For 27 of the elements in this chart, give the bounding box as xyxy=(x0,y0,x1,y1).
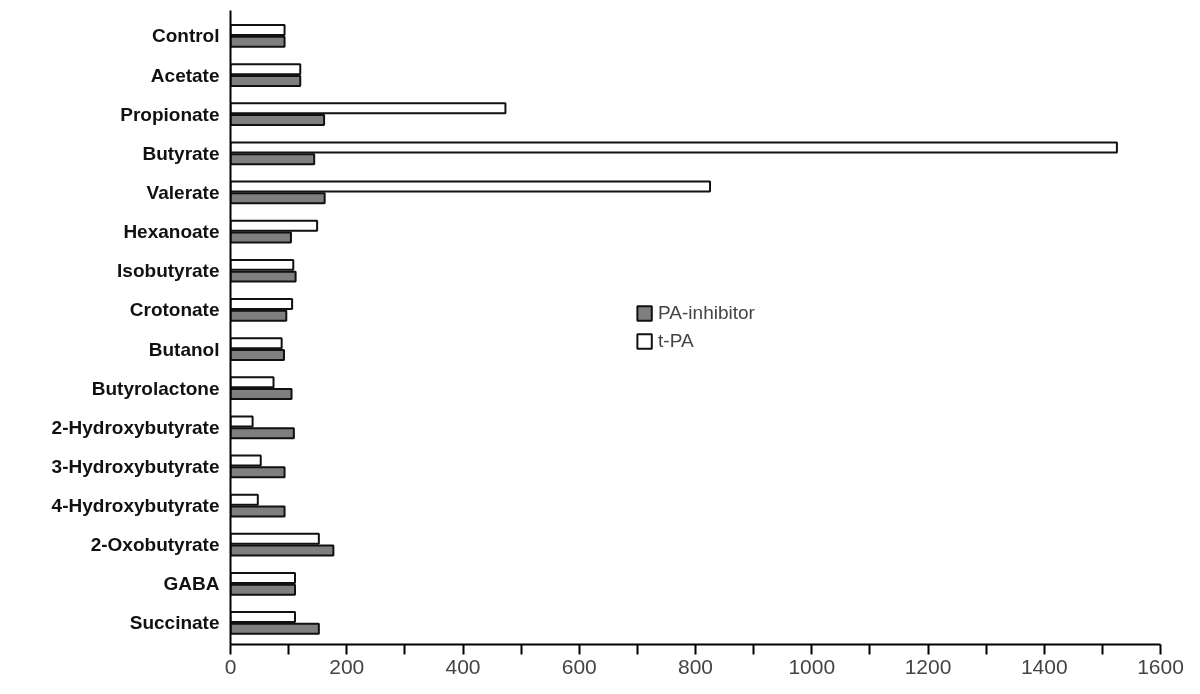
x-tick-label: 800 xyxy=(677,654,714,678)
y-tick-label: Succinate xyxy=(129,612,220,634)
y-tick-label: 2-Hydroxybutyrate xyxy=(51,416,220,438)
y-tick-label: Acetate xyxy=(150,64,220,86)
y-tick-label: 2-Oxobutyrate xyxy=(90,534,220,556)
y-tick-label: Control xyxy=(151,25,220,47)
x-tick-label: 0 xyxy=(224,654,237,678)
x-tick-label: 600 xyxy=(561,654,597,678)
x-tick-label: 1600 xyxy=(1137,654,1184,678)
y-tick-label: GABA xyxy=(163,573,220,595)
y-tick-label: Butanol xyxy=(148,338,220,360)
y-tick-label: Valerate xyxy=(146,181,220,203)
y-tick-label: Crotonate xyxy=(129,299,220,321)
legend-label: t-PA xyxy=(658,330,694,352)
x-tick-label: 1000 xyxy=(788,654,836,678)
y-tick-label: 3-Hydroxybutyrate xyxy=(51,455,220,477)
x-tick-label: 1200 xyxy=(904,654,952,678)
legend-label: PA-inhibitor xyxy=(658,302,755,324)
x-tick-label: 200 xyxy=(329,654,365,678)
y-tick-label: Isobutyrate xyxy=(117,260,220,282)
y-tick-label: Butyrate xyxy=(142,142,220,164)
x-tick-label: 1400 xyxy=(1020,654,1068,678)
y-tick-label: Butyrolactone xyxy=(91,377,220,399)
y-tick-label: 4-Hydroxybutyrate xyxy=(51,495,220,517)
x-tick-label: 400 xyxy=(445,654,481,678)
y-tick-label: Hexanoate xyxy=(123,221,220,243)
y-tick-label: Propionate xyxy=(120,103,220,125)
